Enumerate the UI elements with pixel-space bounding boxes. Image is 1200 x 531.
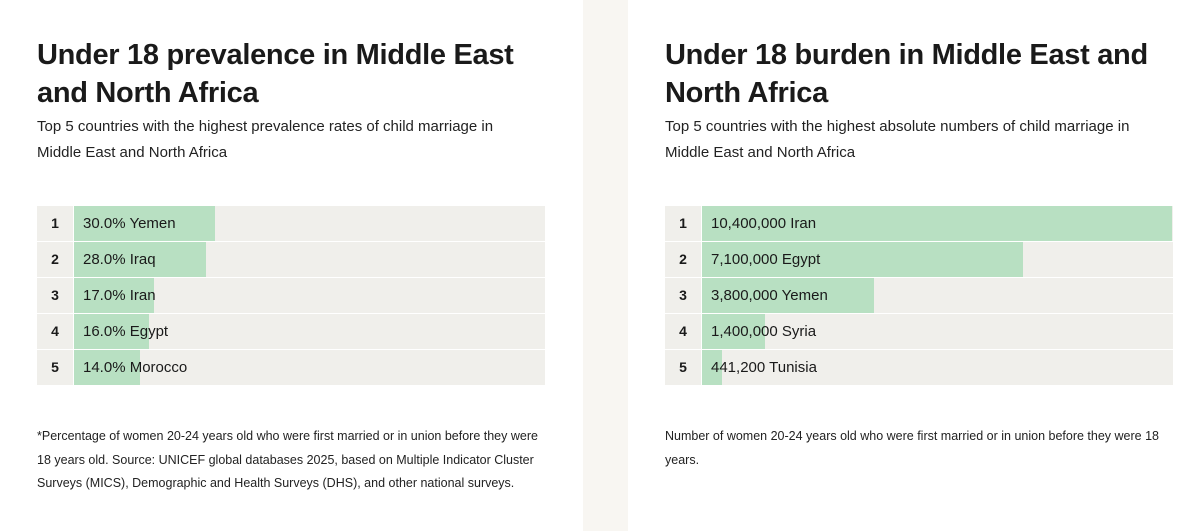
rank: 1: [37, 206, 74, 241]
category-label: Egypt: [129, 323, 169, 340]
bar-label: 16.0% Egypt: [83, 314, 168, 349]
footnote: *Percentage of women 20-24 years old who…: [37, 429, 538, 490]
bar: [74, 350, 140, 385]
category-label: Egypt: [781, 251, 821, 268]
rank: 5: [37, 350, 74, 385]
category-label: Morocco: [129, 359, 188, 376]
category-label: Iraq: [129, 251, 156, 268]
bar: [74, 314, 150, 349]
rank: 1: [665, 206, 702, 241]
bar-row: 2 7,100,000 Egypt: [665, 242, 1173, 277]
chart-subtitle: Top 5 countries with the highest absolut…: [665, 118, 1130, 161]
value-label: 1,400,000: [711, 323, 778, 340]
bar: [702, 314, 766, 349]
footnote: Number of women 20-24 years old who were…: [665, 429, 1159, 467]
value-label: 16.0%: [83, 323, 126, 340]
value-label: 28.0%: [83, 251, 126, 268]
bar: [74, 206, 215, 241]
bar-label: 28.0% Iraq: [83, 242, 156, 277]
bar-row: 3 17.0% Iran: [37, 278, 545, 313]
chart-title: Under 18 prevalence in Middle East and N…: [37, 39, 514, 109]
bar-row: 5 441,200 Tunisia: [665, 350, 1173, 385]
chart-title: Under 18 burden in Middle East and North…: [665, 39, 1148, 109]
bar-row: 5 14.0% Morocco: [37, 350, 545, 385]
bar-label: 3,800,000 Yemen: [711, 278, 828, 313]
category-label: Iran: [790, 215, 817, 232]
bar: [702, 350, 722, 385]
bar-label: 441,200 Tunisia: [711, 350, 817, 385]
rank: 4: [665, 314, 702, 349]
category-label: Yemen: [129, 215, 176, 232]
rank: 3: [37, 278, 74, 313]
bar-label: 17.0% Iran: [83, 278, 156, 313]
bar-label: 14.0% Morocco: [83, 350, 187, 385]
bar: [74, 242, 206, 277]
rank: 2: [37, 242, 74, 277]
bar-row: 1 10,400,000 Iran: [665, 206, 1173, 241]
rank: 5: [665, 350, 702, 385]
bar-label: 30.0% Yemen: [83, 206, 176, 241]
chart-panel: Under 18 burden in Middle East and North…: [665, 0, 1173, 531]
bar: [74, 278, 154, 313]
category-label: Tunisia: [769, 359, 817, 376]
bar-row: 4 16.0% Egypt: [37, 314, 545, 349]
divider-strip: [583, 0, 628, 531]
category-label: Iran: [129, 287, 156, 304]
bar: [702, 242, 1023, 277]
bar-row: 2 28.0% Iraq: [37, 242, 545, 277]
bar-label: 1,400,000 Syria: [711, 314, 816, 349]
category-label: Yemen: [781, 287, 828, 304]
bar: [702, 278, 874, 313]
value-label: 14.0%: [83, 359, 126, 376]
category-label: Syria: [781, 323, 817, 340]
rank: 2: [665, 242, 702, 277]
bar: [702, 206, 1172, 241]
value-label: 3,800,000: [711, 287, 778, 304]
rank: 3: [665, 278, 702, 313]
value-label: 10,400,000: [711, 215, 787, 232]
bar-label: 10,400,000 Iran: [711, 206, 816, 241]
value-label: 30.0%: [83, 215, 126, 232]
chart-subtitle: Top 5 countries with the highest prevale…: [37, 118, 494, 161]
bar-row: 3 3,800,000 Yemen: [665, 278, 1173, 313]
value-label: 441,200: [711, 359, 766, 376]
bar-label: 7,100,000 Egypt: [711, 242, 820, 277]
chart-panel: Under 18 prevalence in Middle East and N…: [37, 0, 545, 531]
value-label: 7,100,000: [711, 251, 778, 268]
value-label: 17.0%: [83, 287, 126, 304]
bar-row: 4 1,400,000 Syria: [665, 314, 1173, 349]
rank: 4: [37, 314, 74, 349]
bar-row: 1 30.0% Yemen: [37, 206, 545, 241]
